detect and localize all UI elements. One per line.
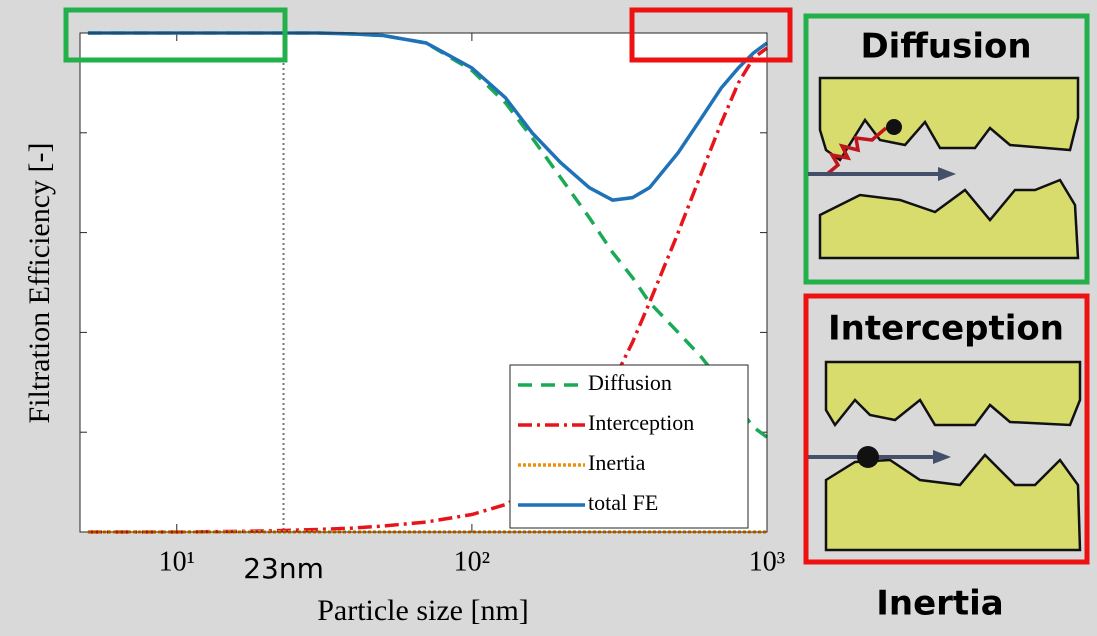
legend-label: total FE: [588, 490, 658, 515]
x-tick-label: 10¹: [159, 546, 195, 577]
x-tick-label: 10²: [454, 546, 490, 577]
marker-label: 23nm: [243, 552, 324, 585]
panel-title: Inertia: [876, 584, 1004, 624]
legend-label: Interception: [588, 410, 694, 435]
fiber: [826, 455, 1080, 550]
flow-arrow-head: [933, 450, 951, 464]
panel-title: Diffusion: [860, 27, 1031, 67]
x-tick-label: 10³: [749, 546, 785, 577]
fiber: [826, 362, 1080, 425]
panel-title: Interception: [828, 309, 1064, 349]
fiber: [820, 180, 1078, 258]
legend-label: Diffusion: [588, 370, 672, 395]
x-axis-label: Particle size [nm]: [317, 594, 529, 627]
flow-arrow-head: [938, 167, 956, 181]
page: Particle size [nm] Filtration Efficiency…: [0, 0, 1097, 636]
particle: [857, 446, 879, 468]
y-axis-label: Filtration Efficiency [-]: [23, 142, 56, 423]
legend-label: Inertia: [588, 450, 646, 475]
particle: [886, 119, 902, 135]
